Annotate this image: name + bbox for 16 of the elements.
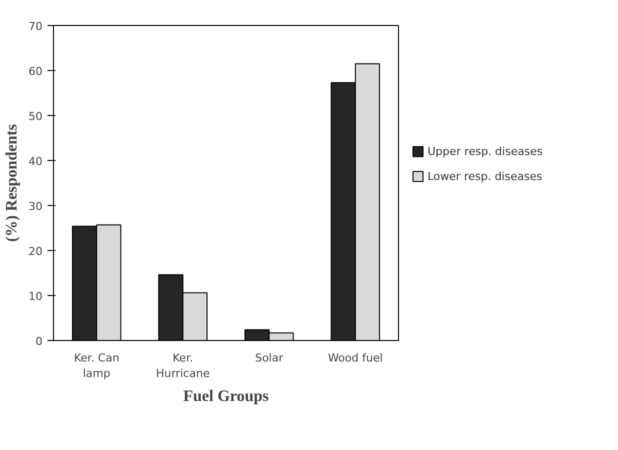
x-tick-label: Ker. Hurricane <box>156 352 210 380</box>
y-tick-label: 60 <box>28 65 43 78</box>
y-tick-label: 0 <box>36 335 42 348</box>
y-tick-label: 10 <box>28 290 43 303</box>
x-tick-label: Ker. Can lamp <box>74 352 120 380</box>
y-axis-title: (%) Respondents <box>4 124 21 242</box>
legend-label: Lower resp. diseases <box>428 170 542 184</box>
y-tick-label: 70 <box>28 20 43 33</box>
y-tick-label: 30 <box>28 200 43 213</box>
x-tick-label: Wood fuel <box>328 352 383 364</box>
x-axis-title: Fuel Groups <box>183 388 269 406</box>
y-tick-label: 20 <box>28 245 43 258</box>
legend-label: Upper resp. diseases <box>428 145 543 158</box>
x-tick-label: Solar <box>255 352 284 364</box>
y-tick-label: 50 <box>28 110 43 123</box>
y-tick-label: 40 <box>28 155 43 168</box>
